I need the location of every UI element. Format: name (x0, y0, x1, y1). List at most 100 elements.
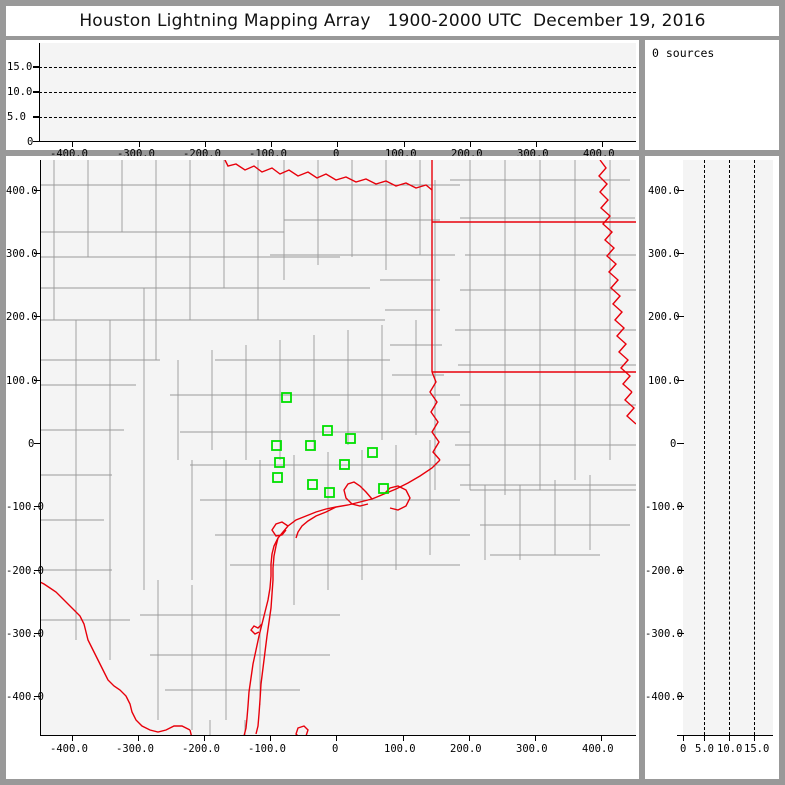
ytick-label: -200.0 (6, 565, 44, 577)
station-marker[interactable] (345, 433, 356, 444)
ytick-label: 0 (28, 438, 35, 450)
xtick-mark (204, 735, 206, 741)
ytick-mark (34, 190, 41, 192)
xtick-label: 200.0 (450, 743, 482, 755)
station-marker[interactable] (281, 392, 292, 403)
ytick-label: 200.0 (6, 311, 38, 323)
ytick-mark (677, 380, 684, 382)
ytick-mark (33, 116, 40, 118)
map-x-axis (40, 735, 636, 737)
time-height-plot-area (39, 43, 636, 141)
source-count-label: 0 sources (652, 46, 715, 60)
xtick-mark (72, 141, 74, 147)
plan-view-map-panel: 400.0 300.0 200.0 100.0 0 -100.0 -200.0 … (6, 156, 639, 779)
ytick-mark (34, 443, 41, 445)
xtick-mark (337, 141, 339, 147)
page-title: Houston Lightning Mapping Array 1900-200… (79, 11, 706, 31)
ytick-mark (33, 140, 40, 143)
station-marker[interactable] (367, 447, 378, 458)
xtick-mark (704, 735, 706, 741)
gridline-5 (704, 160, 705, 735)
xtick-label: 300.0 (516, 743, 548, 755)
station-marker[interactable] (271, 440, 282, 451)
ytick-label: -100.0 (6, 501, 44, 513)
station-marker[interactable] (378, 483, 389, 494)
ytick-label: 15.0 (7, 61, 33, 73)
ytick-mark (34, 380, 41, 382)
ytick-label: 0 (27, 136, 34, 148)
xtick-mark (601, 735, 603, 741)
ytick-label: -400.0 (645, 691, 683, 703)
ytick-label: 100.0 (6, 375, 38, 387)
ytick-label: -300.0 (6, 628, 44, 640)
ytick-mark (677, 253, 684, 255)
xtick-mark (470, 141, 472, 147)
ytick-label: -400.0 (6, 691, 44, 703)
ytick-mark (677, 316, 684, 318)
xtick-label: 100.0 (384, 743, 416, 755)
xtick-mark (139, 141, 141, 147)
xtick-mark (536, 141, 538, 147)
gridline-15 (39, 67, 636, 68)
ytick-mark (677, 506, 684, 508)
station-marker[interactable] (322, 425, 333, 436)
ytick-mark (34, 316, 41, 318)
station-marker[interactable] (339, 459, 350, 470)
ytick-mark (33, 66, 40, 68)
xtick-label: 0 (333, 148, 340, 160)
ytick-mark (34, 633, 41, 635)
map-y-axis (40, 160, 42, 735)
ytick-label: 400.0 (648, 185, 680, 197)
xtick-label: 5.0 (695, 743, 714, 755)
title-bar: Houston Lightning Mapping Array 1900-200… (6, 6, 779, 36)
height-latitude-panel: 400.0 300.0 200.0 100.0 0 -100.0 -200.0 … (645, 156, 779, 779)
ytick-mark (33, 91, 40, 93)
state-borders (40, 160, 636, 735)
county-boundaries (40, 160, 636, 735)
ytick-label: -200.0 (645, 565, 683, 577)
station-marker[interactable] (274, 457, 285, 468)
xtick-mark (602, 141, 604, 147)
xtick-mark (138, 735, 140, 741)
ytick-mark (677, 696, 684, 698)
ytick-mark (34, 570, 41, 572)
ytick-label: -300.0 (645, 628, 683, 640)
map-svg (40, 160, 636, 735)
ytick-label: 10.0 (7, 86, 33, 98)
ytick-label: 300.0 (648, 248, 680, 260)
xtick-label: -200.0 (182, 743, 220, 755)
ytick-label: 300.0 (6, 248, 38, 260)
xtick-mark (336, 735, 338, 741)
ytick-mark (34, 696, 41, 698)
xtick-mark (270, 735, 272, 741)
gridline-15 (754, 160, 755, 735)
ytick-mark (677, 443, 684, 445)
ytick-label: 5.0 (7, 111, 26, 123)
xtick-label: 15.0 (744, 743, 770, 755)
ytick-mark (34, 253, 41, 255)
ytick-mark (34, 506, 41, 508)
xtick-label: 0 (332, 743, 339, 755)
xtick-label: 400.0 (582, 743, 614, 755)
ytick-label: 200.0 (648, 311, 680, 323)
source-count-panel: 0 sources (645, 40, 779, 150)
xtick-mark (535, 735, 537, 741)
xtick-mark (754, 735, 756, 741)
xtick-label: -100.0 (248, 743, 286, 755)
station-marker[interactable] (307, 479, 318, 490)
xtick-mark (404, 141, 406, 147)
map-plot-area[interactable] (40, 160, 636, 735)
station-marker[interactable] (272, 472, 283, 483)
ytick-mark (677, 190, 684, 192)
ytick-mark (677, 633, 684, 635)
station-marker[interactable] (324, 487, 335, 498)
ytick-label: 100.0 (648, 375, 680, 387)
station-marker[interactable] (305, 440, 316, 451)
xtick-mark (271, 141, 273, 147)
xtick-label: -300.0 (116, 743, 154, 755)
height-latitude-plot-area[interactable] (683, 160, 773, 735)
lma-station-markers[interactable] (271, 392, 389, 498)
xtick-mark (683, 735, 685, 741)
ytick-mark (677, 570, 684, 572)
